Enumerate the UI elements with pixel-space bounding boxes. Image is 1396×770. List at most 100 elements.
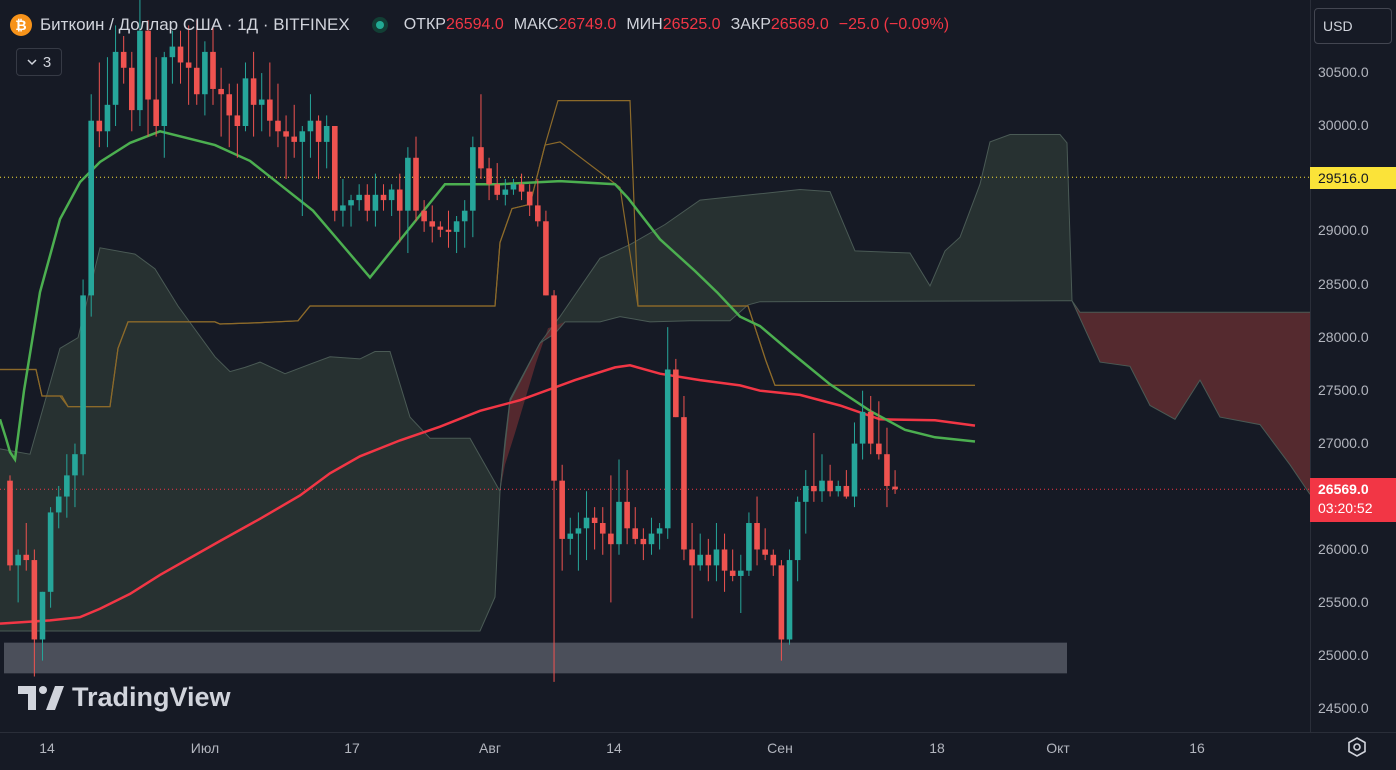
chart-header: ₿ Биткоин / Доллар США · 1Д · BITFINEX О… bbox=[10, 10, 949, 40]
price-tick: 30000.0 bbox=[1318, 117, 1369, 133]
candle-body bbox=[559, 480, 565, 539]
kumo-cloud bbox=[0, 134, 1310, 631]
candle-body bbox=[23, 554, 30, 561]
candle-body bbox=[299, 131, 306, 142]
bitcoin-icon: ₿ bbox=[10, 14, 32, 36]
candle-body bbox=[429, 221, 436, 227]
candle-body bbox=[697, 554, 703, 566]
candle-body bbox=[340, 205, 346, 211]
candle-body bbox=[445, 229, 452, 232]
candle-body bbox=[275, 120, 281, 132]
price-chart[interactable] bbox=[0, 0, 1310, 732]
candle-body bbox=[104, 104, 111, 132]
candle-body bbox=[859, 411, 866, 444]
indicators-toggle-button[interactable]: 3 bbox=[16, 48, 62, 76]
candle-body bbox=[876, 443, 882, 455]
time-tick: Авг bbox=[479, 740, 501, 756]
price-tick: 27000.0 bbox=[1318, 435, 1369, 451]
chevron-down-icon bbox=[27, 58, 37, 65]
candle-body bbox=[681, 417, 687, 550]
time-tick: 14 bbox=[39, 740, 55, 756]
candle-body bbox=[242, 78, 249, 126]
candle-body bbox=[811, 485, 817, 492]
candle-body bbox=[583, 517, 590, 529]
time-axis[interactable] bbox=[0, 732, 1396, 770]
candle-body bbox=[713, 549, 720, 566]
candle-body bbox=[96, 120, 103, 132]
price-axis[interactable] bbox=[1310, 0, 1396, 732]
channel-lower-line bbox=[0, 141, 975, 408]
high-label: МАКС bbox=[513, 16, 559, 33]
candle-body bbox=[356, 194, 362, 201]
candle-body bbox=[315, 120, 322, 142]
candle-body bbox=[15, 554, 21, 566]
price-tick: 24500.0 bbox=[1318, 700, 1369, 716]
candle-body bbox=[786, 560, 793, 640]
candle-body bbox=[169, 46, 176, 58]
candle-body bbox=[193, 67, 200, 95]
close-label: ЗАКР bbox=[730, 16, 771, 33]
candle-body bbox=[802, 485, 809, 502]
kumo-cloud-bear bbox=[1067, 142, 1310, 495]
candle-body bbox=[478, 147, 484, 169]
candle-body bbox=[47, 512, 54, 592]
kumo-cloud-bear bbox=[500, 321, 565, 492]
candle-body bbox=[258, 99, 265, 105]
candle-body bbox=[380, 194, 387, 201]
candle-body bbox=[137, 30, 143, 111]
candle-body bbox=[867, 411, 874, 444]
candle-body bbox=[543, 221, 549, 296]
tradingview-logo-icon bbox=[18, 685, 64, 710]
change-value: −25.0 (−0.09%) bbox=[838, 16, 950, 33]
candle-body bbox=[575, 528, 582, 534]
candle-body bbox=[551, 295, 557, 481]
marked-level-label: 29516.0 bbox=[1310, 167, 1396, 189]
candle-body bbox=[770, 554, 777, 566]
price-tick: 25000.0 bbox=[1318, 647, 1369, 663]
candle-body bbox=[72, 454, 78, 476]
sma-red-line bbox=[0, 364, 976, 625]
candle-body bbox=[388, 189, 395, 201]
candle-body bbox=[884, 454, 890, 486]
time-tick: 16 bbox=[1189, 740, 1205, 756]
candle-body bbox=[453, 221, 460, 232]
candle-body bbox=[396, 189, 403, 211]
candle-body bbox=[729, 570, 736, 576]
currency-select[interactable]: USD bbox=[1314, 8, 1392, 44]
candle-body bbox=[819, 480, 825, 492]
candle-body bbox=[413, 157, 419, 211]
symbol-title[interactable]: Биткоин / Доллар США · 1Д · BITFINEX bbox=[40, 15, 350, 34]
price-tick: 28500.0 bbox=[1318, 276, 1369, 292]
current-price: 26569.0 bbox=[1318, 481, 1369, 497]
time-tick: 17 bbox=[344, 740, 360, 756]
candle-body bbox=[843, 485, 850, 497]
candle-body bbox=[31, 560, 38, 640]
time-tick: Июл bbox=[190, 740, 220, 756]
candle-body bbox=[624, 501, 630, 529]
price-tick: 27500.0 bbox=[1318, 382, 1369, 398]
candle-body bbox=[185, 62, 192, 68]
low-value: 26525.0 bbox=[662, 16, 721, 33]
candle-body bbox=[64, 475, 70, 497]
candle-body bbox=[80, 295, 86, 455]
candle-body bbox=[291, 136, 297, 142]
market-status-icon[interactable] bbox=[371, 17, 388, 33]
candle-body bbox=[421, 210, 427, 222]
gear-icon[interactable] bbox=[1346, 736, 1368, 758]
candle-body bbox=[129, 67, 135, 111]
candle-body bbox=[591, 517, 598, 524]
candle-body bbox=[364, 194, 371, 211]
candle-body bbox=[145, 30, 151, 100]
current-price-label: 26569.0 03:20:52 bbox=[1310, 478, 1396, 522]
candle-body bbox=[307, 120, 314, 132]
candle-body bbox=[405, 157, 411, 211]
tradingview-watermark[interactable]: TradingView bbox=[18, 682, 231, 713]
candle-body bbox=[567, 533, 574, 539]
time-tick: Сен bbox=[767, 740, 793, 756]
candle-body bbox=[218, 88, 224, 95]
candle-body bbox=[55, 496, 62, 513]
candle-body bbox=[161, 57, 168, 126]
candle-body bbox=[470, 147, 476, 211]
candle-body bbox=[664, 369, 671, 529]
candle-body bbox=[250, 78, 257, 105]
